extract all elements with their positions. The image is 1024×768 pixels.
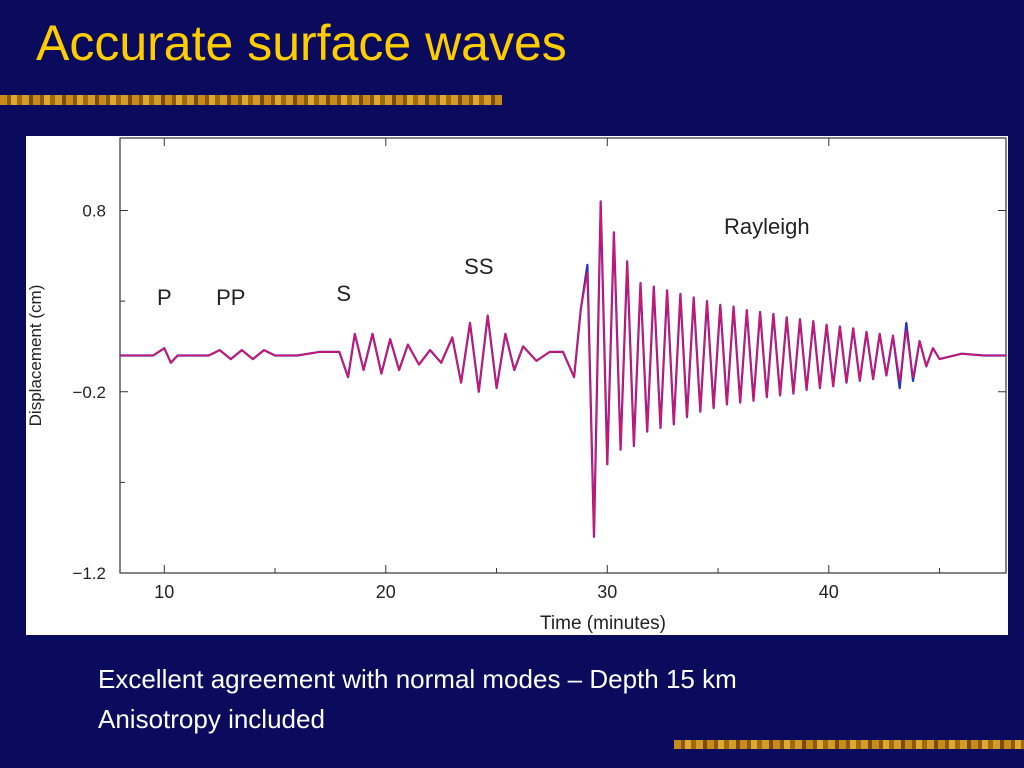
phase-label: Rayleigh <box>724 214 810 239</box>
plot-frame <box>119 137 1007 574</box>
slide-title: Accurate surface waves <box>36 15 567 71</box>
footer-decor-bar <box>674 740 1024 749</box>
series-line-1 <box>120 200 1006 538</box>
phase-label: PP <box>216 285 245 310</box>
x-tick-label: 40 <box>819 582 839 602</box>
series-layer <box>120 200 1006 538</box>
y-tick-label: 0.8 <box>82 202 106 221</box>
caption-line-1: Excellent agreement with normal modes – … <box>98 664 737 694</box>
seismogram-chart: 10 20 30 40 0.8 −0.2 −1.2 P PP S SS Rayleigh Time … <box>26 136 1008 635</box>
phase-label: S <box>336 281 351 306</box>
series-line-0 <box>120 200 1006 538</box>
phase-label: SS <box>464 254 493 279</box>
x-tick-label: 30 <box>597 582 617 602</box>
title-underline-bar <box>0 95 502 105</box>
axes: 10 20 30 40 0.8 −0.2 −1.2 <box>72 137 1007 602</box>
y-tick-label: −1.2 <box>72 564 106 583</box>
phase-label: P <box>157 285 172 310</box>
y-tick-label: −0.2 <box>72 383 106 402</box>
caption-line-2: Anisotropy included <box>98 704 325 734</box>
x-tick-label: 10 <box>154 582 174 602</box>
x-axis-label: Time (minutes) <box>540 613 666 634</box>
y-axis-label: Displacement (cm) <box>26 285 45 427</box>
x-tick-label: 20 <box>376 582 396 602</box>
